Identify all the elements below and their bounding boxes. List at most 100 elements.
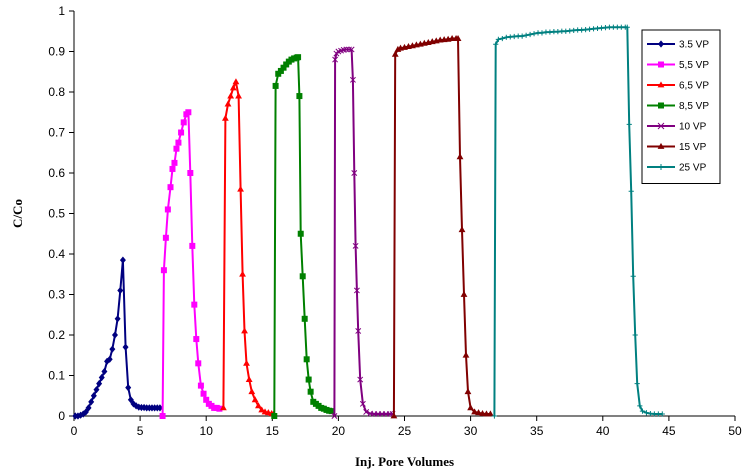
legend-label: 15 VP <box>679 142 707 153</box>
data-point <box>634 381 640 387</box>
data-point <box>637 403 643 409</box>
data-point <box>224 100 232 107</box>
data-point <box>307 388 314 395</box>
data-point <box>93 386 100 394</box>
data-point <box>178 129 185 136</box>
series-layer <box>72 24 665 420</box>
data-point <box>191 301 198 308</box>
data-point <box>658 61 664 68</box>
data-point <box>491 413 497 419</box>
data-point <box>527 31 533 38</box>
series-7 <box>491 24 665 419</box>
data-point <box>88 398 95 406</box>
data-point <box>387 411 393 417</box>
data-point <box>355 327 362 334</box>
data-point <box>357 376 364 383</box>
data-point <box>499 35 505 42</box>
data-point <box>346 46 352 53</box>
data-point <box>523 32 529 38</box>
data-point <box>659 411 665 417</box>
data-point <box>229 84 237 91</box>
data-point <box>109 345 116 353</box>
series-4 <box>271 54 335 419</box>
legend: 3.5 VP 5,5 VP 6,5 VP 8,5 VP 10 VP 15 VP 25 VP <box>641 29 721 184</box>
data-point <box>239 270 246 277</box>
data-point <box>628 188 634 194</box>
data-point <box>200 390 207 397</box>
legend-item: 15 VP <box>647 142 707 153</box>
data-point <box>164 206 171 213</box>
x-tick-label: 5 <box>137 424 144 438</box>
data-point <box>272 82 279 89</box>
data-point <box>351 170 358 176</box>
data-point <box>98 373 105 382</box>
data-point <box>348 46 355 53</box>
data-point <box>193 336 200 343</box>
data-point <box>169 165 176 172</box>
y-axis-ticks: 0 0.1 0.2 0.3 0.4 0.5 0.6 0.7 0.8 0.9 1 <box>48 4 74 423</box>
data-point <box>104 357 111 365</box>
legend-label: 6,5 VP <box>679 81 709 92</box>
data-point <box>245 375 253 382</box>
legend-label: 10 VP <box>679 122 707 133</box>
data-point <box>624 24 630 30</box>
data-point <box>156 404 163 412</box>
data-point <box>219 404 227 411</box>
y-tick-label: 1 <box>58 4 65 18</box>
data-point <box>243 359 250 366</box>
data-point <box>305 376 312 383</box>
data-point <box>301 315 308 322</box>
data-point <box>258 406 266 413</box>
data-point <box>127 396 134 404</box>
data-point <box>462 351 470 358</box>
data-point <box>332 56 339 63</box>
data-point <box>349 76 356 83</box>
data-point <box>390 412 398 419</box>
data-point <box>255 402 262 409</box>
data-point <box>639 408 646 414</box>
data-point <box>248 388 256 395</box>
data-point <box>391 50 399 57</box>
data-point <box>657 81 665 88</box>
data-point <box>82 408 89 416</box>
data-point <box>187 170 194 176</box>
legend-item: 6,5 VP <box>647 81 709 92</box>
data-point <box>643 410 650 416</box>
data-point <box>467 404 474 411</box>
data-point <box>352 242 359 249</box>
legend-box <box>641 29 721 184</box>
data-point <box>119 256 126 264</box>
data-point <box>185 109 192 116</box>
data-point <box>114 315 121 323</box>
data-point <box>160 267 167 274</box>
data-point <box>251 396 259 403</box>
data-point <box>297 230 304 237</box>
data-point <box>299 273 306 280</box>
data-point <box>271 413 278 419</box>
data-point <box>237 185 244 192</box>
x-tick-label: 0 <box>71 424 78 438</box>
data-point <box>101 367 108 376</box>
series-2 <box>159 109 223 419</box>
data-point <box>122 343 129 351</box>
y-tick-label: 0.3 <box>48 288 65 302</box>
data-point <box>106 355 113 363</box>
plot-area <box>74 11 735 416</box>
data-point <box>180 119 187 126</box>
data-point <box>519 33 525 39</box>
x-axis-ticks: 0 5 10 15 20 25 30 35 40 45 50 <box>71 416 742 438</box>
data-point <box>117 286 124 295</box>
data-point <box>295 54 302 61</box>
legend-label: 5,5 VP <box>679 60 709 71</box>
y-tick-label: 0.6 <box>48 166 65 180</box>
data-point <box>493 41 499 47</box>
data-point <box>460 290 468 297</box>
data-point <box>632 332 638 338</box>
data-point <box>630 273 636 279</box>
data-point <box>456 153 464 160</box>
data-point <box>221 114 229 121</box>
data-point <box>343 46 350 53</box>
y-tick-label: 0.7 <box>48 126 65 140</box>
data-point <box>203 396 210 403</box>
data-point <box>235 92 242 99</box>
